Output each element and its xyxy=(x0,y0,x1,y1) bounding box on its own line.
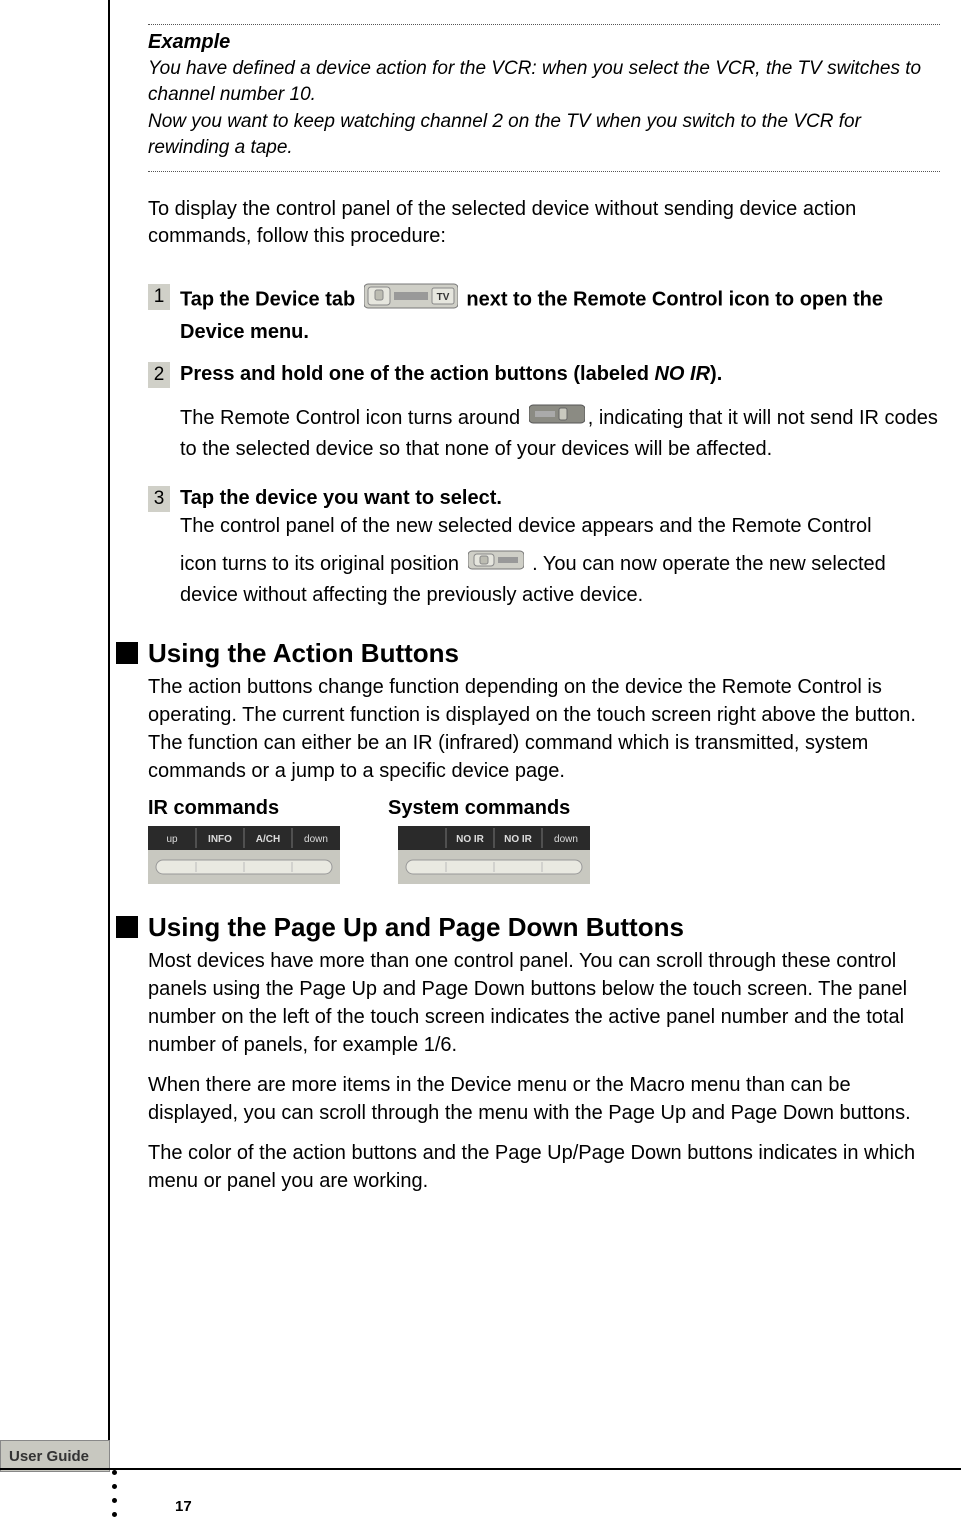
intro-text: To display the control panel of the sele… xyxy=(148,196,940,250)
step-1: 1 Tap the Device tab TV next to the Remo… xyxy=(148,282,940,346)
device-tab-icon: TV xyxy=(364,282,458,318)
remote-reverse-icon xyxy=(529,402,585,435)
remote-normal-icon xyxy=(468,548,524,581)
section-action-title: Using the Action Buttons xyxy=(148,638,940,669)
step-2-body: Press and hold one of the action buttons… xyxy=(180,360,940,388)
left-rail: User Guide xyxy=(0,0,110,1470)
section-marker-icon xyxy=(116,642,138,664)
step-1-number: 1 xyxy=(148,284,170,310)
section-page-p1: Most devices have more than one control … xyxy=(148,947,940,1059)
step-3-bold: Tap the device you want to select. xyxy=(180,487,502,509)
svg-text:INFO: INFO xyxy=(208,834,232,845)
section-action-para: The action buttons change function depen… xyxy=(148,673,940,785)
step-3-number: 3 xyxy=(148,486,170,512)
system-commands-panel-image: NO IR NO IR down xyxy=(398,826,590,884)
step-3: 3 Tap the device you want to select. The… xyxy=(148,484,940,540)
section-action-body: The action buttons change function depen… xyxy=(148,673,940,785)
svg-text:up: up xyxy=(166,834,178,845)
svg-text:TV: TV xyxy=(436,292,449,303)
label-system-commands: System commands xyxy=(388,797,570,820)
svg-text:down: down xyxy=(554,834,578,845)
section-page-buttons: Using the Page Up and Page Down Buttons … xyxy=(148,912,940,1195)
section-marker-icon xyxy=(116,916,138,938)
step-3-after2: icon turns to its original position . Yo… xyxy=(180,548,940,610)
footer-rule xyxy=(0,1468,961,1470)
ir-commands-panel-image: up INFO A/CH down xyxy=(148,826,340,884)
page-number: 17 xyxy=(175,1498,192,1515)
label-ir-commands: IR commands xyxy=(148,797,298,820)
step-2-end: ). xyxy=(710,363,722,385)
example-line-2: Now you want to keep watching channel 2 … xyxy=(148,109,940,160)
step-1-body: Tap the Device tab TV next to the Remote… xyxy=(180,282,940,346)
step-2-noir: NO IR xyxy=(654,363,710,385)
svg-text:down: down xyxy=(304,834,328,845)
step-2-text: Press and hold one of the action buttons… xyxy=(180,363,654,385)
step-3-after2-a: icon turns to its original position xyxy=(180,552,465,574)
section-action-buttons: Using the Action Buttons The action butt… xyxy=(148,638,940,884)
step-2: 2 Press and hold one of the action butto… xyxy=(148,360,940,388)
commands-images: up INFO A/CH down NO IR NO IR down xyxy=(148,826,940,884)
step-1-text-a: Tap the Device tab xyxy=(180,288,361,310)
svg-text:NO IR: NO IR xyxy=(504,834,533,845)
example-line-1: You have defined a device action for the… xyxy=(148,56,940,107)
svg-text:A/CH: A/CH xyxy=(256,834,280,845)
step-2-number: 2 xyxy=(148,362,170,388)
section-page-title: Using the Page Up and Page Down Buttons xyxy=(148,912,940,943)
example-title: Example xyxy=(148,31,940,54)
example-body: You have defined a device action for the… xyxy=(148,56,940,161)
section-page-body: Most devices have more than one control … xyxy=(148,947,940,1195)
commands-labels: IR commands System commands xyxy=(148,797,940,820)
section-page-p2: When there are more items in the Device … xyxy=(148,1071,940,1127)
step-3-after: The control panel of the new selected de… xyxy=(180,515,872,537)
step-3-body: Tap the device you want to select. The c… xyxy=(180,484,940,540)
example-box: Example You have defined a device action… xyxy=(148,24,940,172)
page-content: Example You have defined a device action… xyxy=(148,24,940,1207)
step-2-after-a: The Remote Control icon turns around xyxy=(180,406,526,428)
footer-dots xyxy=(112,1470,118,1526)
section-page-p3: The color of the action buttons and the … xyxy=(148,1139,940,1195)
step-2-after: The Remote Control icon turns around , i… xyxy=(180,402,940,464)
svg-text:NO IR: NO IR xyxy=(456,834,485,845)
